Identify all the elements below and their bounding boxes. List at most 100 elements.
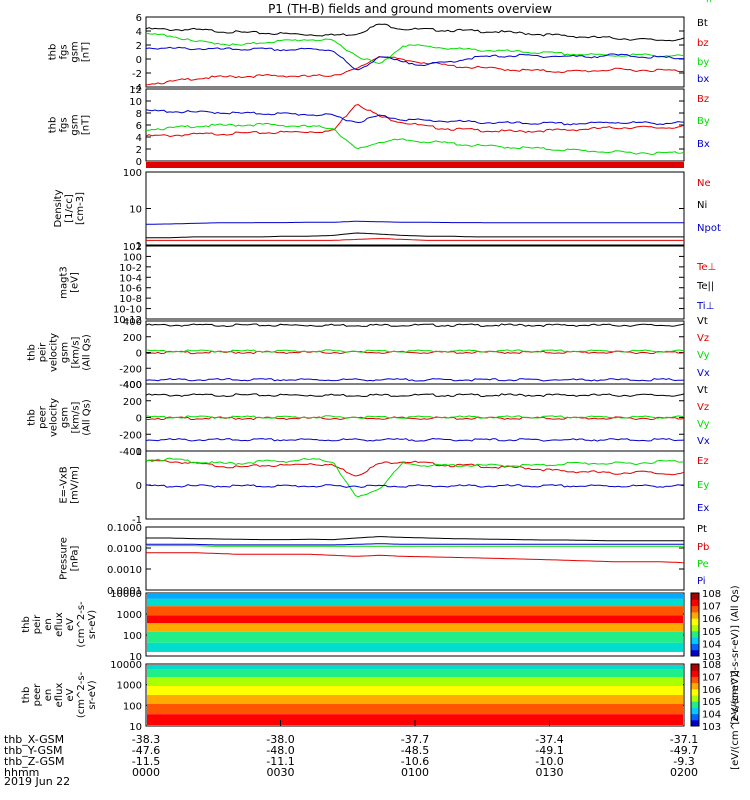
y-axis-label: thbpeerenefluxeV(cm^2-s-sr-eV): [21, 671, 98, 718]
panel-p3: Density[1/cc][cm-3] 100 10 1 Ne Ni Npot: [53, 168, 721, 252]
y-tick-label: 0.0100: [107, 544, 142, 555]
y-tick-label: 6: [136, 13, 142, 24]
y-tick-label: 102: [123, 242, 142, 253]
colorbar-tick-label: 105: [702, 627, 721, 638]
y-axis-label-line: [mV/m]: [70, 466, 81, 504]
panel-p7: E=-VxB[mV/m] 1 0 -1 Ez Ey Ex: [59, 447, 710, 526]
colorbar-label: [eV/(cm^2-s-sr-eV)]: [730, 670, 741, 770]
x-axis-value: 0000: [132, 766, 160, 779]
colorbar-segment: [691, 664, 699, 671]
colorbar-tick-label: 104: [702, 639, 721, 650]
y-axis-label-line: fgs: [59, 117, 70, 132]
y-tick-label: 10: [129, 97, 142, 108]
colorbar-segment: [691, 605, 699, 613]
x-axis-value: -48.0: [266, 744, 294, 757]
y-axis-label-line: sr-eV): [87, 610, 98, 639]
y-tick-label: 1: [136, 241, 142, 252]
colorbar: 108107106105104103108107106105104103[eV/…: [690, 585, 741, 770]
series-bx: [145, 46, 684, 71]
panel-frame: [145, 171, 685, 246]
colorbar-segment: [691, 701, 699, 708]
y-tick-label: 6: [136, 121, 142, 132]
heatmap-band: [147, 615, 683, 624]
y-axis-label-line: [km/s]: [71, 336, 82, 368]
y-axis-label-line: [km/s]: [71, 401, 82, 433]
x-axis-value: -47.6: [132, 744, 160, 757]
legend-bz: bz: [697, 38, 709, 49]
heatmap-band: [147, 704, 683, 715]
x-axis-value: -37.7: [401, 733, 429, 746]
series-Bz: [145, 104, 685, 138]
y-axis-label-line: eV: [65, 688, 76, 701]
y-tick-label: -400: [119, 447, 142, 458]
y-axis-label-line: peer: [32, 683, 43, 707]
y-axis-label-line: [1/cc]: [64, 194, 75, 223]
legend-Vz: Vz: [697, 333, 709, 344]
y-axis-label: thbfgsgsm[nT]: [48, 114, 92, 135]
x-axis-row-name: thb_Y-GSM: [4, 744, 63, 757]
y-tick-label: -200: [119, 364, 142, 375]
y-tick-label: 10000: [110, 589, 142, 600]
series-Ne: [146, 238, 684, 241]
y-axis-label-line: E=-VxB: [59, 466, 70, 503]
colorbar-tick-label: 105: [702, 697, 721, 708]
legend-Bt: Bt: [697, 18, 708, 29]
y-tick-label: 10000: [110, 660, 142, 671]
series-Vx: [145, 378, 685, 382]
y-axis-label-line: gsm: [70, 41, 81, 62]
legend-Vt: Vt: [697, 385, 708, 396]
panel-frame: [145, 592, 685, 657]
colorbar-segment: [691, 599, 699, 607]
colorbar-frame: [690, 592, 700, 657]
x-axis-value: -49.1: [535, 744, 563, 757]
x-axis-value: -9.3: [673, 755, 694, 768]
figure-title: P1 (TH-B) fields and ground moments over…: [268, 2, 552, 16]
heatmap-band: [147, 631, 683, 643]
colorbar-segment: [691, 630, 699, 638]
x-axis-value: -49.7: [670, 744, 698, 757]
x-axis-block: thb_X-GSM -38.3 -38.0 -37.7 -37.4 -37.1 thb_Y-…: [4, 720, 698, 779]
series-Vz: [145, 350, 685, 355]
legend-Ez: Ez: [697, 456, 709, 467]
legend-bx: bx: [697, 74, 709, 85]
series-Ni: [146, 232, 684, 239]
y-tick-label: 100: [123, 701, 142, 712]
heatmap-band: [147, 695, 683, 704]
colorbar-segment: [691, 611, 699, 619]
colorbar-segment: [691, 624, 699, 632]
y-axis-label-line: gsm: [60, 342, 71, 363]
heatmap-band: [147, 665, 683, 670]
x-axis-value: 0030: [267, 766, 295, 779]
heatmap-band: [147, 623, 683, 632]
y-axis-label-line: Pressure: [59, 537, 70, 580]
y-axis-label-line: magt3: [59, 266, 70, 299]
y-tick-label: 10-4: [119, 273, 142, 284]
y-axis-label-line: velocity: [49, 398, 60, 437]
heatmap-band: [147, 669, 683, 677]
heatmap-band: [147, 606, 683, 616]
colorbar-segment: [691, 618, 699, 625]
y-tick-label: 0.0001: [107, 586, 142, 597]
series-Pb: [146, 552, 685, 564]
y-axis-label-line: (All Qs): [82, 399, 93, 436]
x-axis-value: -37.1: [670, 733, 698, 746]
series-Ex: [145, 484, 685, 488]
legend-Bx: Bx: [697, 139, 710, 150]
x-axis-value: 0100: [401, 766, 429, 779]
series-Vx: [145, 437, 685, 442]
colorbar-tick-label: 103: [702, 722, 721, 733]
colorbar-segment: [691, 682, 699, 690]
y-axis-label: magt3[eV]: [59, 266, 81, 299]
series-Vy: [145, 349, 685, 353]
series-Pi: [146, 543, 684, 546]
colorbar-tick-label: 108: [702, 660, 721, 671]
colorbar-segment: [691, 707, 699, 715]
y-tick-label: 400: [123, 380, 142, 391]
y-tick-label: 100: [123, 252, 142, 263]
colorbar-segment: [691, 643, 699, 651]
series-bz: [145, 55, 685, 86]
y-tick-label: 2: [136, 145, 142, 156]
legend-Pb: Pb: [697, 542, 709, 553]
y-axis-label-line: en: [43, 618, 54, 631]
